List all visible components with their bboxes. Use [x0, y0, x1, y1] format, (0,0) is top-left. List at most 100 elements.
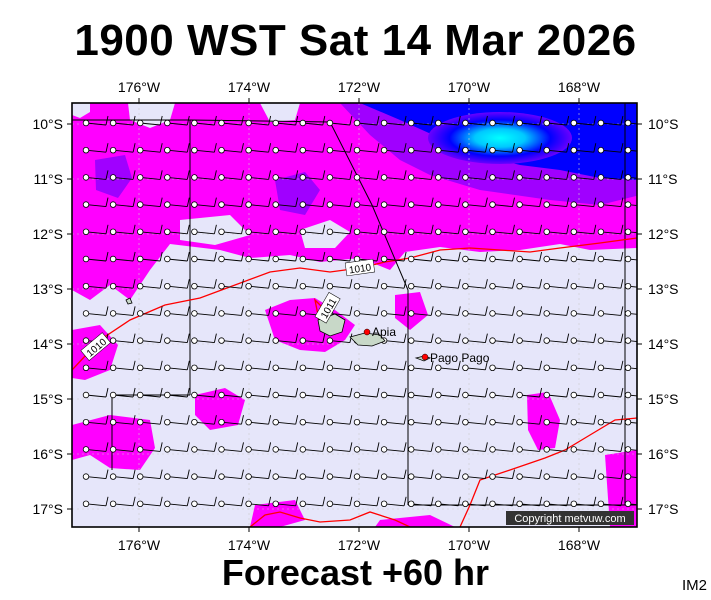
wind-barb-shaft: [627, 176, 637, 179]
wind-barb-flag: [430, 496, 434, 506]
wind-station-dot: [272, 446, 279, 453]
wind-barb-flag: [512, 442, 515, 452]
wind-station-dot: [408, 419, 415, 426]
wind-barb-flag: [349, 415, 353, 425]
apia-marker: [363, 328, 371, 336]
wind-station-dot: [326, 146, 334, 154]
wind-barb-shaft: [248, 394, 269, 398]
wind-barb-flag: [159, 415, 163, 425]
wind-barb-shaft: [519, 285, 540, 289]
wind-station-dot: [82, 391, 90, 399]
wind-barb-shaft: [627, 340, 637, 342]
wind-station-dot: [597, 283, 605, 290]
wind-station-dot: [489, 391, 496, 399]
forecast-label: Forecast +60 hr: [221, 552, 490, 593]
wind-barb-shaft: [113, 367, 134, 371]
wind-barb-shaft: [546, 367, 567, 371]
wind-barb-flag: [566, 170, 570, 180]
wind-barb-flag: [403, 115, 407, 126]
wind-barb-shaft: [221, 231, 242, 235]
wind-barb-flag: [620, 224, 624, 234]
wind-station-dot: [489, 446, 496, 453]
wind-station-dot: [245, 310, 252, 317]
wind-barb-flag: [403, 197, 407, 207]
wind-barb-shaft: [113, 204, 134, 208]
wind-barb-flag: [484, 333, 488, 343]
wind-station-dot: [218, 119, 225, 127]
wind-station-dot: [82, 283, 90, 290]
wind-station-dot: [624, 228, 632, 235]
wind-station-dot: [136, 174, 144, 181]
wind-station-dot: [136, 255, 144, 263]
wind-station-dot: [516, 283, 523, 290]
wind-barb-flag: [186, 143, 190, 153]
wind-station-dot: [543, 228, 550, 235]
wind-barb-shaft: [600, 312, 621, 316]
wind-station-dot: [164, 174, 171, 181]
wind-barb-flag: [105, 251, 109, 262]
wind-station-dot: [380, 201, 388, 208]
wind-barb-flag: [186, 279, 190, 289]
wind-barb-flag: [539, 251, 543, 262]
wind-barb-flag: [566, 306, 570, 316]
wind-station-dot: [136, 473, 144, 480]
wind-barb-flag: [376, 197, 380, 207]
wind-barb-shaft: [411, 394, 432, 398]
wind-barb-flag: [457, 115, 461, 126]
wind-station-dot: [272, 228, 279, 235]
rain-area-southeast: [605, 450, 637, 527]
wind-station-dot: [435, 146, 442, 154]
wind-barbs: [82, 115, 637, 507]
wind-barb-shaft: [302, 149, 323, 153]
copyright-box: [506, 511, 634, 525]
wind-station-dot: [435, 500, 442, 507]
wind-station-dot: [82, 119, 90, 127]
wind-station-dot: [516, 174, 523, 181]
wind-barb-flag: [620, 306, 624, 316]
wind-station-dot: [191, 310, 198, 317]
wind-barb-shaft: [546, 312, 567, 316]
wind-barb-flag: [457, 224, 461, 234]
wind-station-dot: [245, 446, 252, 453]
wind-barb-shaft: [85, 503, 107, 507]
wind-station-dot: [191, 119, 198, 127]
wind-barb-shaft: [600, 367, 621, 371]
wind-barb-flag: [512, 143, 515, 153]
wind-station-dot: [272, 283, 279, 290]
wind-barb-shaft: [384, 204, 405, 208]
wind-barb-shaft: [411, 285, 432, 289]
wind-barb-flag: [457, 143, 461, 153]
wind-station-dot: [82, 473, 90, 480]
wind-barb-flag: [241, 333, 244, 343]
wind-station-dot: [82, 201, 90, 208]
wind-station-dot: [624, 473, 632, 480]
wind-barb-flag: [349, 442, 353, 452]
wind-barb-shaft: [384, 503, 405, 507]
wind-barb-flag: [620, 360, 624, 370]
wind-barb-flag: [620, 387, 624, 398]
wind-barb-shaft: [573, 421, 594, 425]
wind-barb-shaft: [546, 122, 567, 126]
wind-station-dot: [624, 174, 632, 181]
wind-barb-flag: [295, 197, 299, 207]
wind-barb-flag: [376, 279, 380, 289]
wind-station-dot: [380, 119, 388, 127]
wind-station-dot: [597, 446, 605, 453]
wind-barb-shaft: [167, 503, 188, 507]
wind-barb-flag: [241, 469, 244, 479]
wind-station-dot: [597, 228, 605, 235]
wind-barb-shaft: [113, 394, 134, 398]
wind-barb-flag: [159, 251, 163, 262]
map-panel: 1010 1011 1010 Apia Pago Pago Copyright …: [72, 103, 637, 527]
wind-barb-shaft: [329, 476, 350, 480]
wind-barb-flag: [430, 360, 434, 370]
wind-barb-flag: [186, 442, 190, 452]
wind-barb-flag: [349, 170, 353, 180]
wind-barb-flag: [593, 387, 597, 398]
wind-barb-flag: [376, 306, 380, 316]
wind-station-dot: [489, 473, 496, 480]
image-code: IM2: [681, 577, 707, 594]
wind-station-dot: [462, 228, 469, 235]
wind-barb-shaft: [221, 367, 242, 371]
wind-barb-shaft: [573, 231, 594, 235]
